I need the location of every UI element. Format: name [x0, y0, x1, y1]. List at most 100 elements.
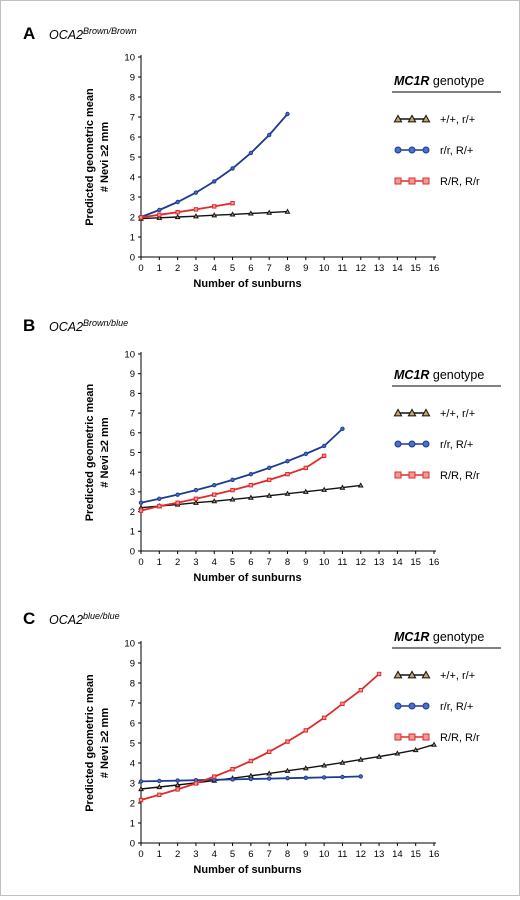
x-tick-label: 2	[175, 849, 180, 860]
data-point	[138, 785, 144, 792]
legend-marker	[421, 408, 431, 417]
legend-label: r/r, R/+	[440, 701, 473, 713]
legend: MC1R genotype +/+, r/+ r/r, R/+ R/R, R/r	[392, 630, 501, 744]
legend-marker	[407, 670, 417, 679]
legend-marker	[394, 177, 402, 185]
x-tick-label: 11	[338, 849, 348, 860]
data-point	[340, 701, 345, 706]
x-tick-label: 16	[429, 557, 440, 568]
legend-entry-0: +/+, r/+	[393, 670, 475, 682]
series-1	[138, 426, 345, 505]
data-point	[394, 750, 401, 756]
x-tick-label: 15	[410, 263, 421, 274]
x-tick-label: 6	[248, 849, 253, 860]
x-tick-label: 12	[355, 849, 366, 860]
data-point	[230, 487, 235, 493]
x-tick-label: 7	[267, 849, 272, 860]
legend-marker	[407, 114, 417, 123]
legend-entry-2: R/R, R/r	[394, 470, 480, 482]
y-tick-label: 6	[130, 718, 135, 729]
series-line	[140, 673, 380, 801]
data-point	[175, 787, 180, 792]
data-point	[321, 486, 328, 492]
y-tick-label: 10	[124, 52, 135, 63]
panel-subtitle-base: OCA2	[49, 28, 83, 42]
data-point	[302, 765, 309, 771]
legend-marker	[408, 733, 416, 741]
y-tick-label: 4	[130, 468, 135, 479]
data-point	[266, 132, 272, 138]
data-point	[229, 211, 236, 217]
data-point	[285, 111, 290, 117]
y-tick-label: 8	[130, 389, 135, 400]
data-point	[247, 210, 254, 216]
x-tick-label: 11	[338, 263, 348, 274]
y-tick-label: 5	[130, 738, 135, 749]
data-point	[303, 775, 309, 780]
legend-entry-1: r/r, R/+	[394, 145, 473, 157]
data-point	[412, 746, 419, 753]
x-axis-title: Number of sunburns	[193, 572, 301, 584]
data-point	[321, 775, 327, 780]
data-point	[193, 496, 199, 501]
y-tick-label: 10	[124, 638, 135, 649]
x-tick-label: 4	[212, 849, 217, 860]
x-tick-label: 5	[230, 263, 235, 274]
data-point	[358, 688, 363, 693]
data-point	[230, 477, 235, 483]
legend-entry-2: R/R, R/r	[394, 176, 480, 188]
data-point	[321, 715, 327, 720]
legend-entry-1: r/r, R/+	[394, 701, 473, 713]
legend-entry-1: r/r, R/+	[394, 439, 473, 451]
data-point	[248, 150, 254, 156]
data-point	[358, 774, 363, 779]
data-point	[266, 776, 272, 781]
panel-letter: C	[23, 609, 35, 628]
data-point	[266, 749, 272, 754]
data-point	[339, 484, 346, 490]
legend-marker	[394, 702, 402, 710]
data-point	[193, 781, 199, 786]
legend: MC1R genotype +/+, r/+ r/r, R/+ R/R, R/r	[392, 368, 501, 482]
y-tick-label: 8	[130, 678, 135, 689]
legend-marker	[394, 440, 402, 448]
legend-marker	[422, 702, 430, 710]
y-tick-label: 8	[130, 92, 135, 103]
x-tick-label: 12	[355, 263, 366, 274]
data-point	[211, 498, 218, 504]
data-point	[175, 492, 180, 497]
panel-subtitle: OCA2blue/blue	[49, 611, 120, 627]
x-tick-label: 9	[303, 263, 308, 274]
x-tick-label: 0	[138, 557, 143, 568]
y-tick-label: 7	[130, 112, 135, 123]
data-point	[156, 214, 163, 220]
legend-title: MC1R genotype	[394, 368, 484, 382]
data-point	[431, 741, 437, 747]
y-tick-label: 2	[130, 798, 135, 809]
y-tick-label: 5	[130, 152, 135, 163]
data-point	[303, 465, 309, 471]
legend-marker	[421, 114, 431, 123]
legend-title-gene: MC1R	[394, 368, 429, 382]
y-tick-label: 0	[130, 838, 135, 849]
x-tick-label: 12	[355, 557, 366, 568]
data-point	[284, 208, 291, 214]
panel-subtitle-superscript: blue/blue	[83, 611, 120, 621]
data-point	[248, 758, 254, 764]
legend-marker	[393, 670, 403, 679]
data-point	[157, 792, 162, 797]
data-point	[339, 759, 346, 765]
data-point	[138, 508, 144, 513]
data-point	[138, 215, 144, 220]
data-point	[193, 499, 199, 505]
panel-letter: A	[23, 24, 35, 43]
data-point	[303, 728, 309, 733]
x-tick-label: 14	[392, 849, 403, 860]
panel-subtitle: OCA2Brown/Brown	[49, 26, 137, 42]
x-tick-label: 0	[138, 263, 143, 274]
series-2	[138, 671, 382, 803]
x-tick-label: 3	[193, 263, 198, 274]
y-axis-title-line-2: # Nevi ≥2 mm	[99, 122, 111, 192]
